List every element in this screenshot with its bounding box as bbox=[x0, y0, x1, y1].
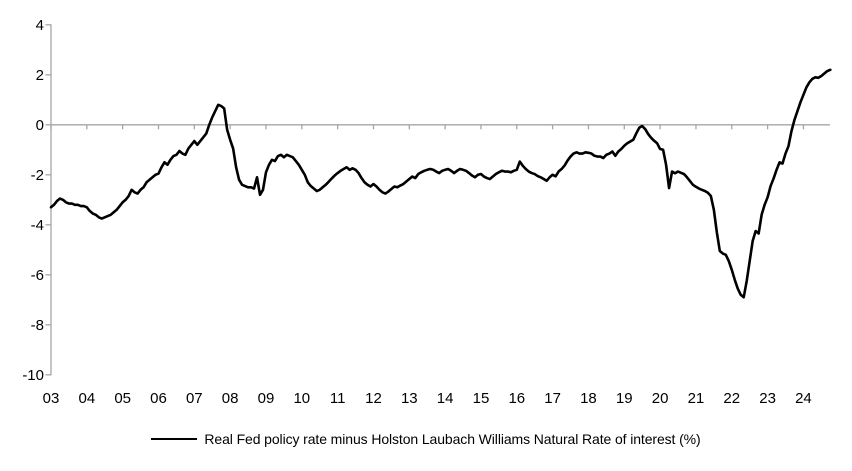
legend-line-swatch bbox=[151, 438, 198, 440]
x-axis-tick-label: 20 bbox=[652, 390, 669, 407]
x-axis-tick-label: 10 bbox=[293, 390, 310, 407]
data-line-series bbox=[49, 68, 832, 299]
y-axis-tick-label: -6 bbox=[31, 267, 44, 284]
x-axis-tick-label: 23 bbox=[759, 390, 776, 407]
x-axis-tick-label: 22 bbox=[723, 390, 740, 407]
x-axis-tick-label: 19 bbox=[616, 390, 633, 407]
x-axis-tick-label: 15 bbox=[473, 390, 490, 407]
x-axis-tick-label: 13 bbox=[401, 390, 418, 407]
legend-label: Real Fed policy rate minus Holston Lauba… bbox=[204, 431, 701, 447]
x-axis-tick-label: 07 bbox=[186, 390, 203, 407]
y-axis-tick-label: 4 bbox=[36, 17, 44, 34]
y-axis-tick-label: -8 bbox=[31, 317, 44, 334]
x-axis-tick-label: 21 bbox=[688, 390, 705, 407]
x-axis-tick-label: 06 bbox=[150, 390, 167, 407]
y-axis-tick-label: 2 bbox=[36, 67, 44, 84]
y-axis-tick-label: -4 bbox=[31, 217, 44, 234]
x-axis-tick-label: 03 bbox=[43, 390, 60, 407]
x-axis-tick-label: 24 bbox=[795, 390, 812, 407]
chart-legend: Real Fed policy rate minus Holston Lauba… bbox=[0, 431, 852, 447]
y-axis-tick-label: -10 bbox=[22, 367, 44, 384]
x-axis-tick-label: 12 bbox=[365, 390, 382, 407]
x-axis-tick-label: 11 bbox=[330, 390, 346, 407]
x-axis-tick-label: 14 bbox=[437, 390, 454, 407]
x-axis-tick-label: 08 bbox=[222, 390, 239, 407]
y-axis-tick-label: 0 bbox=[36, 117, 44, 134]
x-axis-tick-label: 16 bbox=[508, 390, 525, 407]
x-axis-tick-label: 18 bbox=[580, 390, 597, 407]
x-axis-tick-label: 09 bbox=[258, 390, 275, 407]
x-axis-tick-label: 17 bbox=[544, 390, 561, 407]
x-axis-tick-label: 05 bbox=[114, 390, 131, 407]
x-axis-tick-label: 04 bbox=[78, 390, 95, 407]
y-axis-tick-label: -2 bbox=[31, 167, 44, 184]
